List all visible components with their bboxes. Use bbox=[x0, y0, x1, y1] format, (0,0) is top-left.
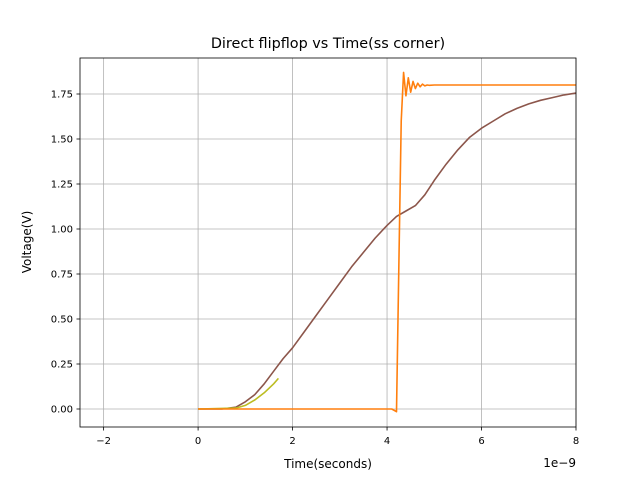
x-axis-label: Time(seconds) bbox=[283, 457, 372, 471]
series-line-2 bbox=[198, 377, 280, 410]
x-tick-label: 2 bbox=[289, 436, 295, 447]
x-tick-label: 6 bbox=[478, 436, 484, 447]
y-tick-label: 0.50 bbox=[51, 315, 73, 326]
x-axis-offset-label: 1e−9 bbox=[543, 456, 576, 470]
y-tick-label: 1.75 bbox=[51, 90, 73, 101]
x-tick-label: 8 bbox=[573, 436, 579, 447]
x-tick-label: −2 bbox=[96, 436, 111, 447]
y-axis-ticks: 0.00 0.25 0.50 0.75 1.00 1.25 1.50 1.75 bbox=[51, 90, 80, 416]
x-tick-label: 0 bbox=[195, 436, 201, 447]
y-tick-label: 0.25 bbox=[51, 360, 73, 371]
y-tick-label: 1.50 bbox=[51, 135, 73, 146]
y-tick-label: 1.25 bbox=[51, 180, 73, 191]
y-tick-label: 0.75 bbox=[51, 270, 73, 281]
y-tick-label: 0.00 bbox=[51, 405, 73, 416]
plot-frame bbox=[79, 57, 577, 428]
series-line-3 bbox=[198, 71, 576, 413]
x-tick-label: 4 bbox=[384, 436, 390, 447]
series-line-1 bbox=[198, 92, 576, 410]
y-tick-label: 1.00 bbox=[51, 225, 73, 236]
series-lines bbox=[198, 71, 576, 413]
x-axis-ticks: −2 0 2 4 6 8 bbox=[96, 427, 579, 447]
y-axis-label: Voltage(V) bbox=[20, 211, 34, 274]
chart-title: Direct flipflop vs Time(ss corner) bbox=[211, 36, 445, 52]
